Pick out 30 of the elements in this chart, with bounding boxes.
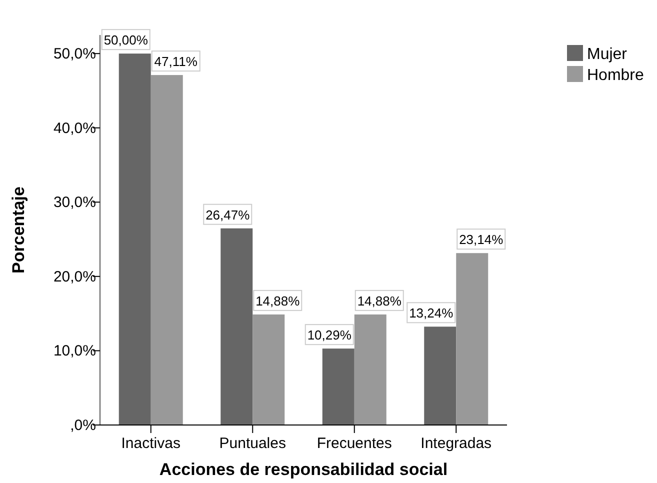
data-label: 13,24% <box>409 306 454 321</box>
bar <box>220 228 253 425</box>
data-label: 26,47% <box>206 207 250 222</box>
bar <box>118 54 151 425</box>
y-axis-title: Porcentaje <box>9 186 28 274</box>
data-label: 23,14% <box>459 232 504 248</box>
y-tick-label: 50,0% <box>53 46 96 63</box>
x-tick-label: Puntuales <box>219 435 286 452</box>
y-tick-label: 20,0% <box>53 268 96 286</box>
bar <box>150 75 183 425</box>
x-tick-label: Frecuentes <box>316 435 392 452</box>
y-tick-label: 40,0% <box>53 120 96 137</box>
x-tick-label: Integradas <box>420 435 492 452</box>
bar <box>456 253 488 425</box>
data-label: 10,29% <box>307 328 352 343</box>
bar <box>322 348 354 425</box>
y-tick-label: 10,0% <box>53 342 96 360</box>
data-label: 47,11% <box>154 54 198 70</box>
x-axis-title: Acciones de responsabilidad social <box>159 460 448 479</box>
legend-label: Hombre <box>587 67 644 84</box>
bar <box>424 326 456 425</box>
y-tick-label: 30,0% <box>53 194 96 212</box>
data-label: 50,00% <box>104 32 148 48</box>
x-tick-label: Inactivas <box>121 435 180 452</box>
y-tick-label: ,0% <box>70 417 96 434</box>
data-label: 14,88% <box>256 293 300 308</box>
bar <box>354 314 386 425</box>
data-label: 14,88% <box>357 293 402 308</box>
legend-label: Mujer <box>587 46 628 63</box>
bar <box>252 314 285 425</box>
